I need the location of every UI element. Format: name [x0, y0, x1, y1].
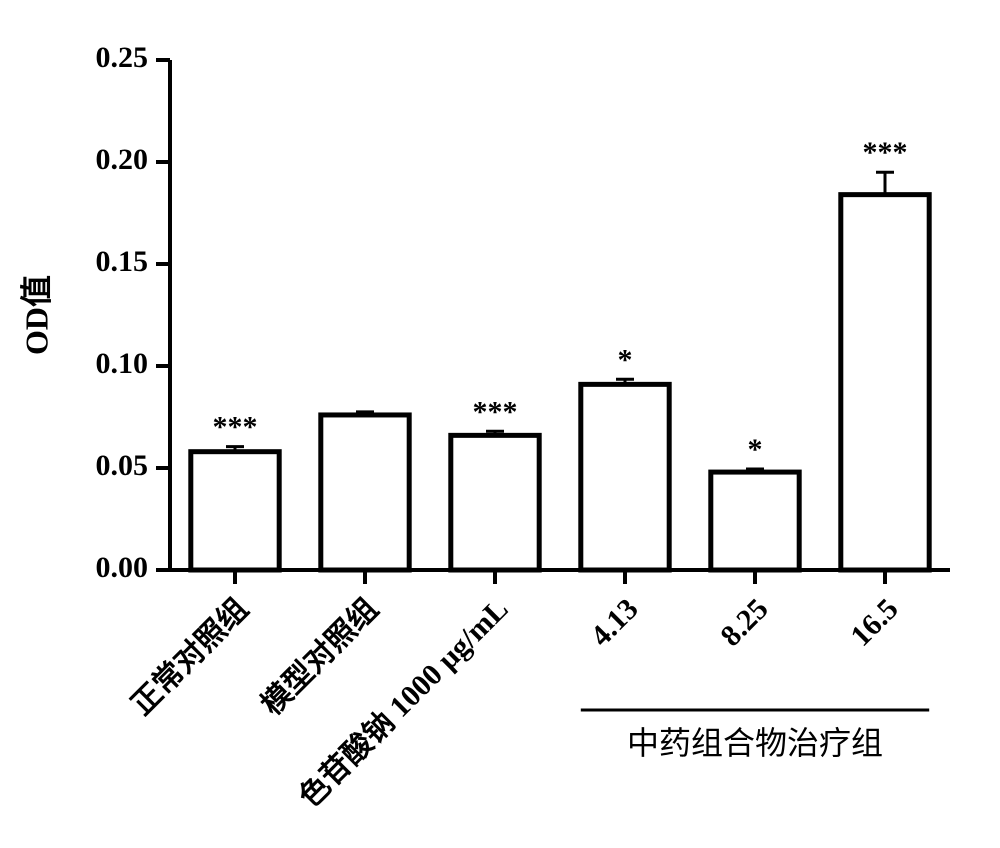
bar	[711, 472, 799, 570]
significance-marker: *	[748, 433, 763, 466]
bar	[191, 452, 279, 570]
significance-marker: ***	[473, 395, 518, 428]
bar	[581, 384, 669, 570]
ytick-label: 0.10	[96, 347, 149, 380]
bar	[841, 195, 929, 570]
y-axis-label: OD值	[18, 275, 54, 355]
significance-marker: ***	[213, 411, 258, 444]
bar	[451, 435, 539, 570]
significance-marker: ***	[863, 136, 908, 169]
ytick-label: 0.25	[96, 41, 149, 74]
ytick-label: 0.15	[96, 245, 149, 278]
group-label: 中药组合物治疗组	[627, 725, 883, 761]
bar	[321, 415, 409, 570]
ytick-label: 0.20	[96, 143, 149, 176]
ytick-label: 0.05	[96, 449, 149, 482]
chart-svg: 0.000.050.100.150.200.25OD值***正常对照组模型对照组…	[0, 0, 1000, 843]
ytick-label: 0.00	[96, 551, 149, 584]
bar-chart: 0.000.050.100.150.200.25OD值***正常对照组模型对照组…	[0, 0, 1000, 843]
significance-marker: *	[618, 343, 633, 376]
